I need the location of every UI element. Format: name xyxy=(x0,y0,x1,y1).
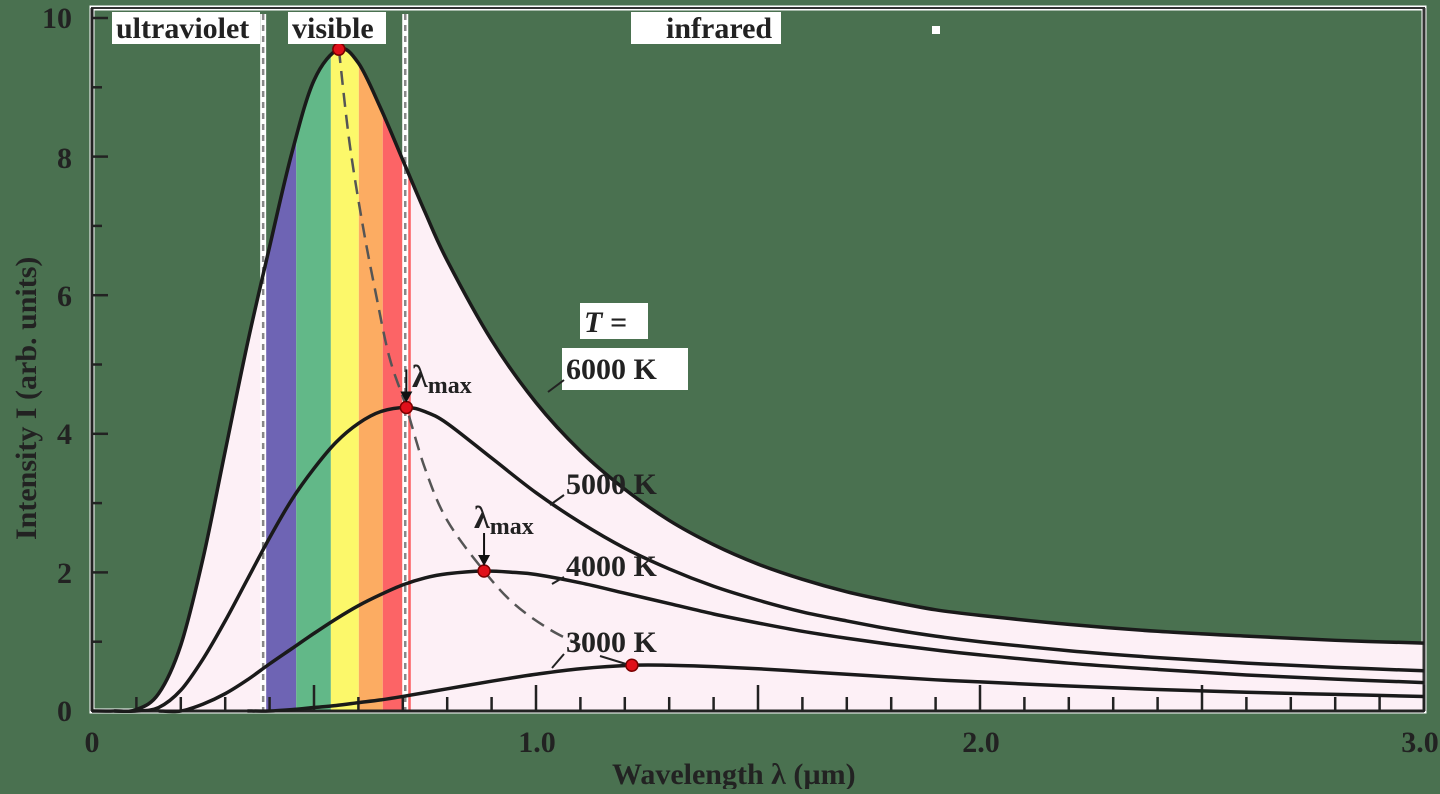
series-label-5000k: 5000 K xyxy=(566,468,658,501)
curve-4000k xyxy=(158,569,1425,714)
label-visible: visible xyxy=(292,12,374,45)
visible-spectrum-bands xyxy=(266,48,411,711)
y-tick-0: 0 xyxy=(57,695,72,728)
label-ultraviolet: ultraviolet xyxy=(116,12,249,45)
axis-ticks xyxy=(90,8,1426,713)
annotations: T = λmax λmax 6000 K 5000 K 4000 K 3000 … xyxy=(412,303,688,669)
peak-marker-5000k xyxy=(399,400,414,415)
series-label-4000k: 4000 K xyxy=(566,550,658,583)
region-labels: ultraviolet visible infrared xyxy=(112,12,940,45)
curve-5000k xyxy=(114,405,1425,714)
y-tick-2: 2 xyxy=(57,557,72,590)
y-tick-10: 10 xyxy=(42,2,72,35)
y-tick-6: 6 xyxy=(57,280,72,313)
leader-5000k xyxy=(549,494,565,506)
y-tick-8: 8 xyxy=(57,142,72,175)
x-tick-2: 2.0 xyxy=(962,726,1000,759)
tick-labels: 10 8 6 4 2 0 0 1.0 2.0 3.0 xyxy=(42,2,1439,759)
x-tick-3: 3.0 xyxy=(1401,726,1439,759)
x-tick-1: 1.0 xyxy=(518,726,556,759)
t-equals-label: T = xyxy=(584,306,627,339)
curve-3000k xyxy=(247,663,1425,713)
lambda-max-label-2: λmax xyxy=(474,499,534,540)
series-label-6000k: 6000 K xyxy=(566,353,658,386)
leader-6000k xyxy=(547,379,565,393)
temperature-curves xyxy=(91,46,1425,714)
y-axis-title: Intensity I (arb. units) xyxy=(10,257,43,540)
series-label-3000k: 3000 K xyxy=(566,626,658,659)
leader-3000k xyxy=(551,653,565,669)
spectrum-band-2 xyxy=(330,48,359,711)
leader-3000k-peak xyxy=(599,655,627,665)
lambda-max-arrows xyxy=(400,369,491,567)
peak-marker-3000k xyxy=(625,658,639,673)
lambda-max-label-1: λmax xyxy=(412,358,472,399)
arrow-head-0 xyxy=(400,391,413,403)
x-axis-title: Wavelength λ (µm) xyxy=(612,758,856,789)
spectrum-band-3 xyxy=(358,48,383,711)
curve-6000k xyxy=(91,46,1425,714)
wien-displacement-locus xyxy=(337,49,581,647)
spectrum-band-0 xyxy=(266,48,297,711)
leader-4000k xyxy=(551,576,565,585)
peak-markers xyxy=(332,42,639,673)
y-tick-4: 4 xyxy=(57,418,72,451)
label-infrared: infrared xyxy=(666,12,772,45)
spectrum-band-1 xyxy=(296,48,331,711)
peak-marker-4000k xyxy=(477,564,491,578)
region-boundaries xyxy=(260,14,409,711)
arrow-head-1 xyxy=(478,555,491,567)
x-tick-0: 0 xyxy=(85,726,100,759)
